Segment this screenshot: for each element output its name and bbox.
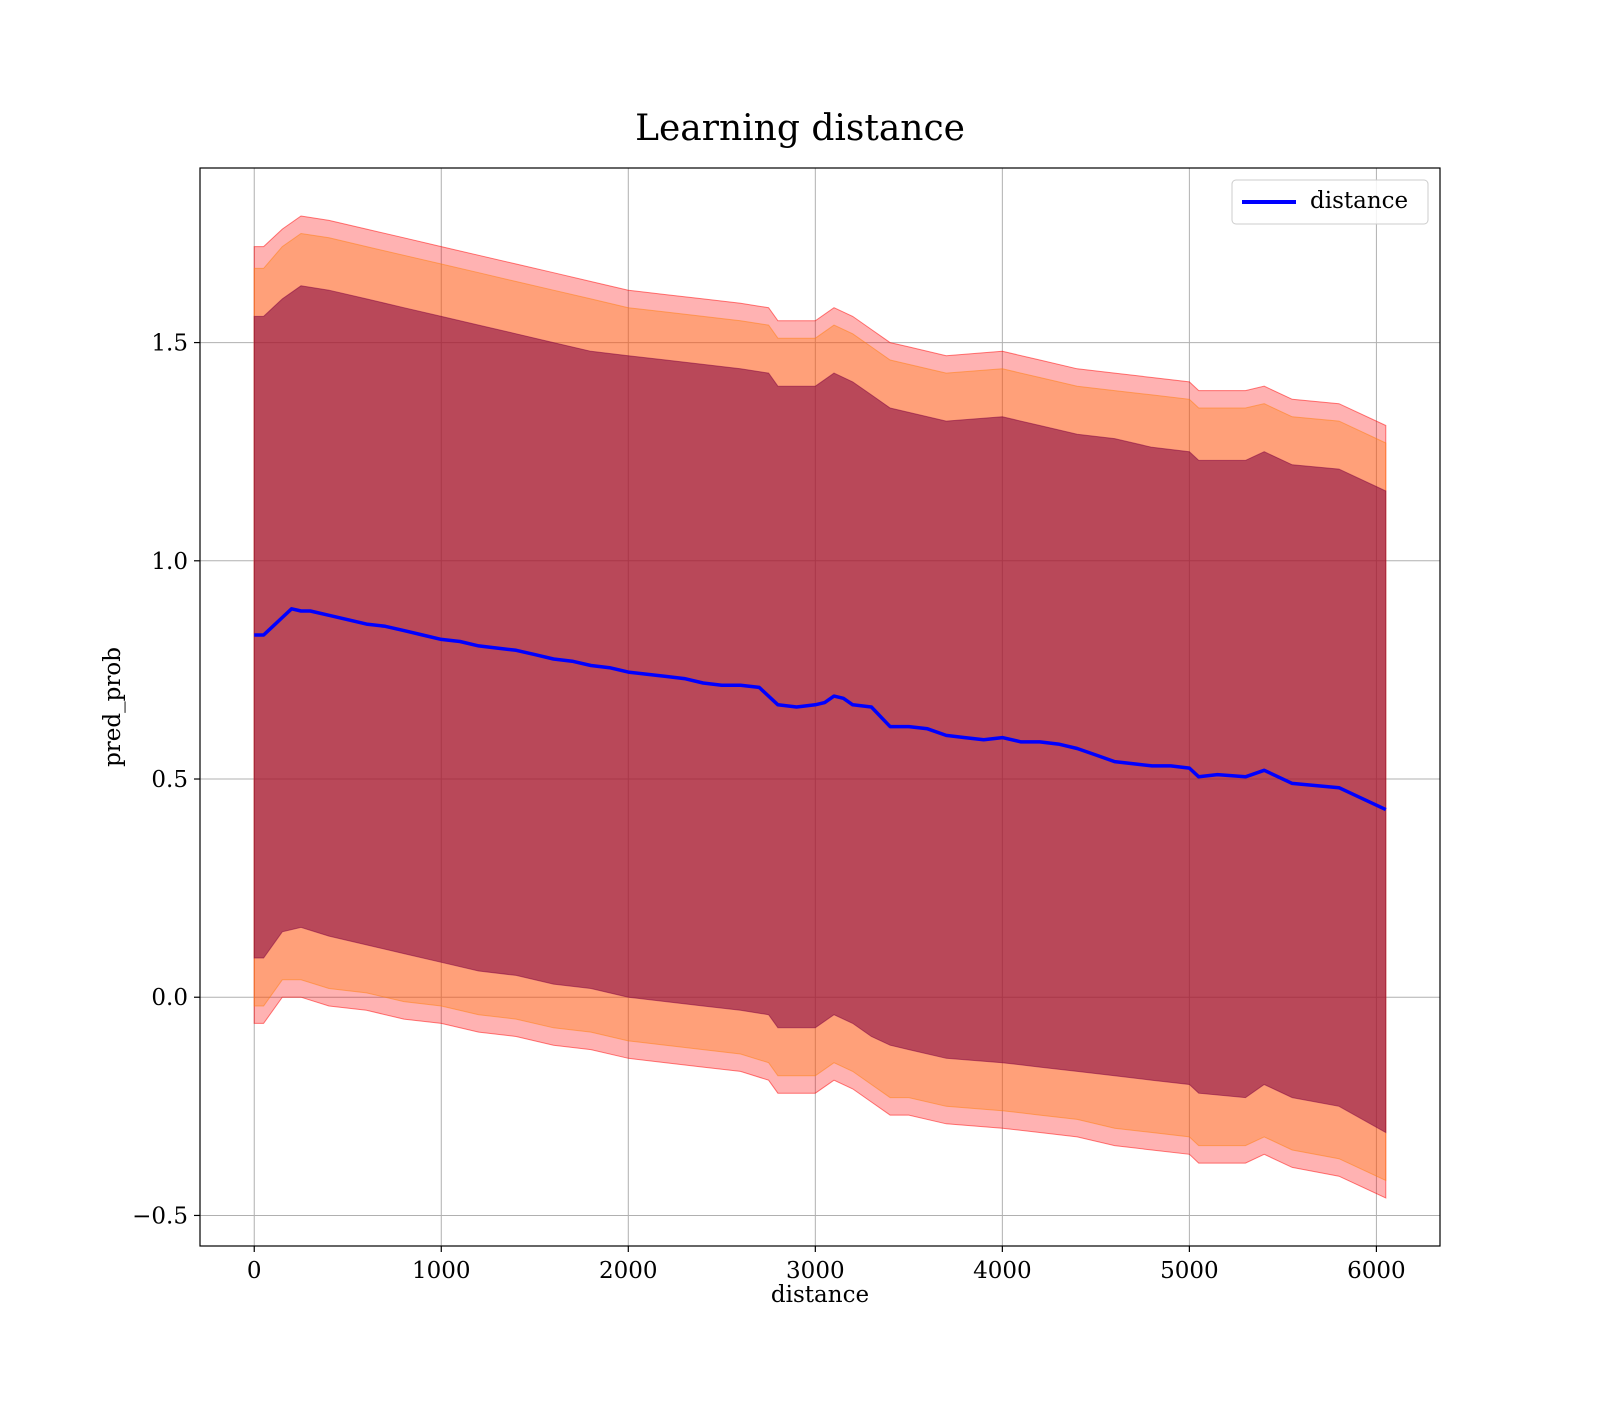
line-layer xyxy=(254,607,1387,812)
x-tick-label-0: 0 xyxy=(247,1258,262,1284)
y-tick-label-2: 0.5 xyxy=(151,767,188,793)
x-tick-label-3: 3000 xyxy=(786,1258,845,1284)
legend-label-distance: distance xyxy=(1310,188,1408,214)
x-axis-label: distance xyxy=(771,1282,869,1308)
x-tick-label-6: 6000 xyxy=(1347,1258,1406,1284)
y-tick-label-4: 1.5 xyxy=(151,331,188,357)
chart-title: Learning distance xyxy=(635,108,965,149)
y-axis-label: pred_prob xyxy=(100,647,126,767)
y-tick-label-0: −0.5 xyxy=(132,1203,188,1229)
legend-box xyxy=(1231,179,1429,225)
plot-frame xyxy=(199,167,1441,1247)
series-line-0 xyxy=(254,607,1387,812)
band-layer xyxy=(253,215,1387,1199)
y-tick-label-1: 0.0 xyxy=(151,985,188,1011)
y-tick-label-3: 1.0 xyxy=(151,549,188,575)
legend: distance xyxy=(1231,179,1429,225)
confidence-band-2 xyxy=(253,285,1387,1134)
x-tick-label-5: 5000 xyxy=(1160,1258,1219,1284)
x-tick-label-1: 1000 xyxy=(412,1258,471,1284)
x-tick-label-2: 2000 xyxy=(599,1258,658,1284)
x-tick-label-4: 4000 xyxy=(973,1258,1032,1284)
tick-layer: 0 1000 2000 3000 4000 5000 6000 −0.5 0.0 0.5 1.0 1.… xyxy=(132,331,1406,1284)
